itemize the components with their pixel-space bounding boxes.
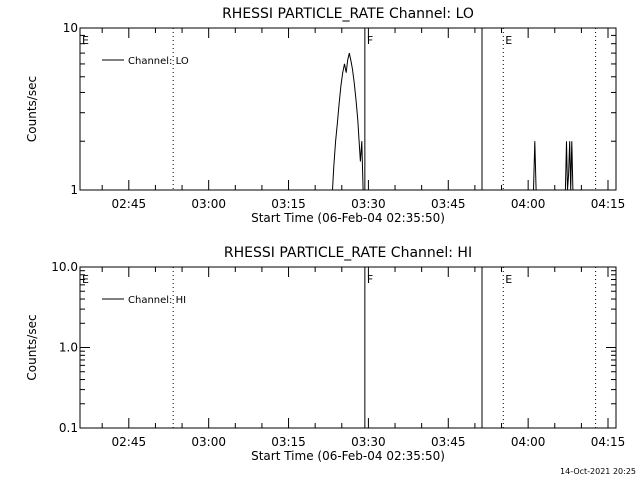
- chart2-x-tick-label: 03:45: [431, 435, 466, 449]
- chart-panel-2: RHESSI PARTICLE_RATE Channel: HI 0.1 1.0 10…: [25, 245, 625, 463]
- chart1-x-tick-label: 03:15: [271, 197, 306, 211]
- chart1-x-tick-label: 03:00: [191, 197, 226, 211]
- chart2-title: RHESSI PARTICLE_RATE Channel: HI: [224, 245, 472, 261]
- chart1-x-tick-label: 03:30: [351, 197, 386, 211]
- chart1-y-axis-label: Counts/sec: [25, 76, 39, 142]
- chart2-y-tick-label: 10.0: [51, 260, 78, 274]
- chart2-y-tick-label: 0.1: [59, 421, 78, 435]
- chart1-marker-label-5: E: [505, 34, 512, 47]
- chart2-x-tick-label: 03:00: [191, 435, 226, 449]
- chart2-marker-label-1: E: [82, 273, 89, 286]
- chart1-x-tick-label: 04:15: [591, 197, 626, 211]
- chart1-x-tick-label: 02:45: [112, 197, 147, 211]
- chart1-title: RHESSI PARTICLE_RATE Channel: LO: [222, 6, 474, 22]
- chart1-x-tick-label: 03:45: [431, 197, 466, 211]
- chart2-marker-label-3: F: [367, 273, 373, 286]
- chart1-x-axis-label: Start Time (06-Feb-04 02:35:50): [251, 211, 445, 225]
- chart2-plot-frame: [79, 266, 617, 429]
- chart1-marker-label-3: F: [367, 34, 373, 47]
- chart1-legend-label: Channel: LO: [128, 56, 189, 67]
- chart2-x-axis-label: Start Time (06-Feb-04 02:35:50): [251, 449, 445, 463]
- chart1-x-tick-label: 04:00: [511, 197, 546, 211]
- chart-panel-1: RHESSI PARTICLE_RATE Channel: LO 1 10 02:45…: [25, 6, 625, 225]
- chart2-y-tick-label: 1.0: [59, 341, 78, 355]
- chart2-x-tick-label: 02:45: [112, 435, 147, 449]
- chart1-plot-frame: [79, 27, 617, 191]
- footer-timestamp: 14-Oct-2021 20:25: [560, 467, 636, 476]
- chart2-legend-label: Channel: HI: [128, 295, 186, 306]
- chart2-x-tick-label: 03:15: [271, 435, 306, 449]
- chart2-marker-label-5: E: [505, 273, 512, 286]
- chart2-x-tick-label: 03:30: [351, 435, 386, 449]
- chart1-y-tick-label: 10: [63, 21, 78, 35]
- chart2-x-tick-label: 04:00: [511, 435, 546, 449]
- chart2-x-tick-label: 04:15: [591, 435, 626, 449]
- chart2-y-axis-label: Counts/sec: [25, 314, 39, 380]
- chart1-y-tick-label: 1: [70, 183, 78, 197]
- chart1-marker-label-1: E: [82, 34, 89, 47]
- chart1-series-line-1: [332, 52, 574, 191]
